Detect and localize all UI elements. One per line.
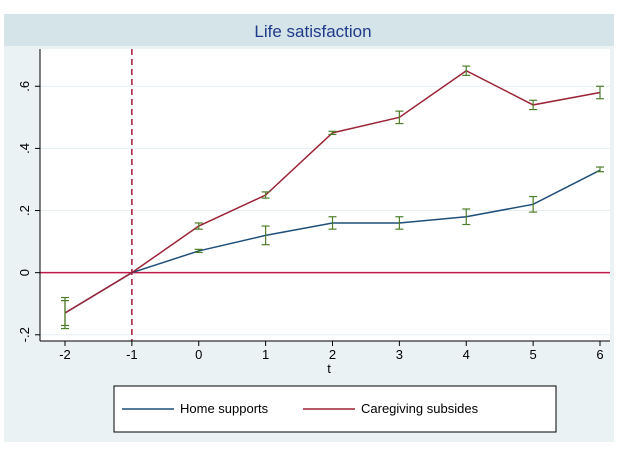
errorbar-1-5 (395, 110, 404, 125)
errorbar-1-3 (261, 191, 270, 199)
errorbar-0-4 (328, 216, 337, 230)
x-tick-label-7: 5 (530, 347, 537, 362)
x-tick-label-2: 0 (195, 347, 202, 362)
errorbar-0-2 (194, 248, 203, 254)
axes: -2 -1 0 1 2 3 4 5 6 -.2 0 .2 .4 .6 (17, 49, 610, 362)
x-tick-label-5: 3 (396, 347, 403, 362)
x-tick-label-1: -1 (126, 347, 138, 362)
x-tick-label-0: -2 (59, 347, 71, 362)
legend-label-1: Caregiving subsides (361, 401, 479, 416)
y-tick-label-4: .6 (17, 81, 32, 92)
errorbar-layer (61, 65, 604, 330)
x-tick-label-3: 1 (262, 347, 269, 362)
errorbar-0-7 (529, 195, 538, 213)
y-tick-label-2: .2 (17, 205, 32, 216)
errorbar-1-4 (328, 130, 337, 136)
x-tick-label-8: 6 (596, 347, 603, 362)
errorbar-0-6 (462, 208, 471, 226)
errorbar-0-8 (596, 166, 604, 173)
y-tick-label-0: -.2 (17, 327, 32, 342)
errorbar-1-2 (194, 222, 203, 230)
plot-area (40, 49, 610, 341)
x-tick-label-6: 4 (463, 347, 470, 362)
legend: Home supports Caregiving subsides (113, 385, 557, 433)
reference-lines (40, 49, 610, 341)
errorbar-0-5 (395, 216, 404, 230)
errorbar-1-8 (596, 85, 604, 100)
y-tick-label-1: 0 (17, 269, 32, 276)
errorbar-1-7 (529, 99, 538, 111)
errorbar-0-3 (261, 225, 270, 246)
y-tick-label-3: .4 (17, 143, 32, 154)
legend-label-0: Home supports (180, 401, 269, 416)
chart-title: Life satisfaction (254, 22, 371, 41)
title-bar (4, 14, 614, 46)
errorbar-1-6 (462, 65, 471, 77)
x-axis-label: t (327, 361, 331, 376)
errorbar-1-0 (61, 296, 69, 330)
x-tick-label-4: 2 (329, 347, 336, 362)
